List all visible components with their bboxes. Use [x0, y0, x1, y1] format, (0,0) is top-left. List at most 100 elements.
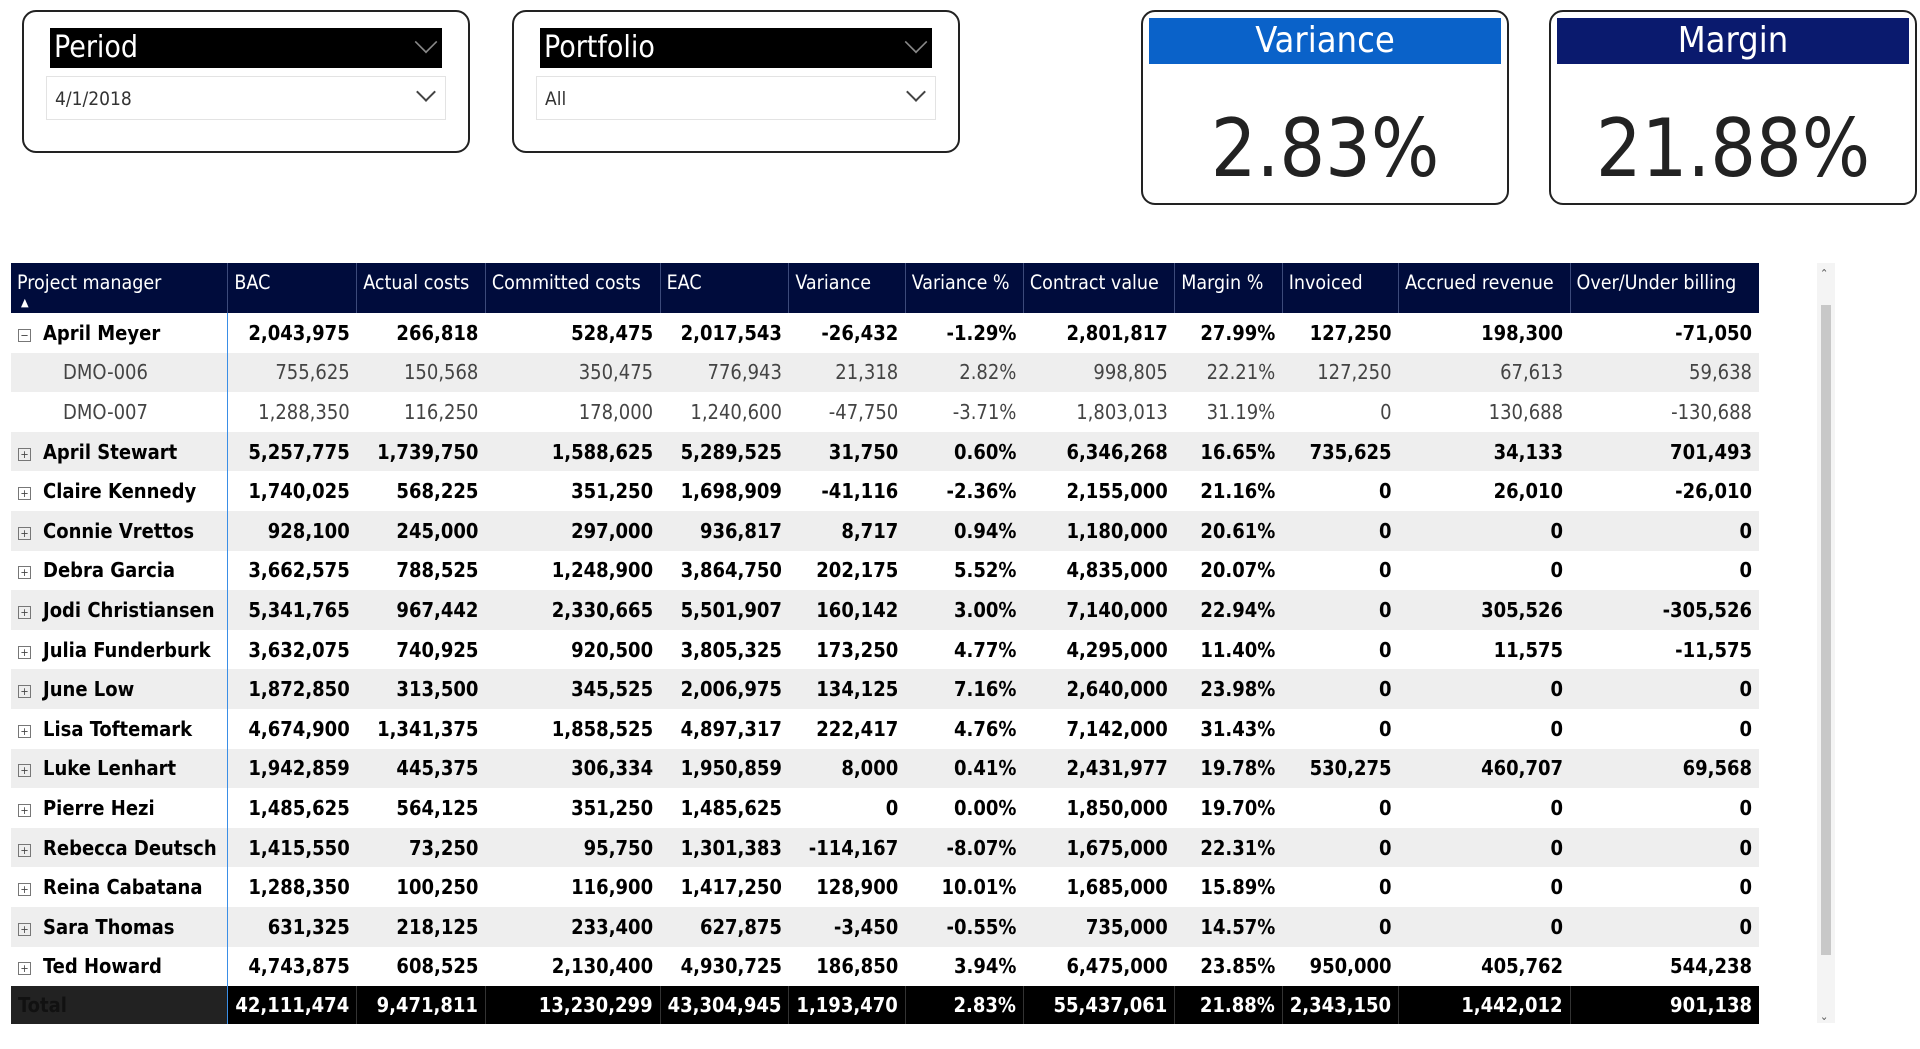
cell-text: -114,167	[808, 835, 899, 860]
row-label: + June Low	[11, 669, 229, 709]
table-cell: 735,625	[1282, 431, 1399, 472]
column-header[interactable]: Variance %	[904, 263, 1024, 313]
table-cell: 1,803,013	[1023, 392, 1174, 432]
cell-text: 1,180,000	[1066, 518, 1168, 543]
collapse-icon[interactable]: −	[18, 328, 31, 342]
table-cell: 1,850,000	[1023, 788, 1174, 828]
column-header[interactable]: Accrued revenue	[1398, 263, 1571, 313]
column-header[interactable]: BAC	[227, 263, 357, 313]
table-row: + Connie Vrettos 928,100 245,000 297,000 936,…	[11, 510, 1759, 551]
chevron-down-icon[interactable]	[414, 30, 438, 54]
table-cell: 26,010	[1399, 471, 1570, 511]
chevron-down-icon	[906, 82, 926, 102]
scroll-down-icon[interactable]: ⌄	[1820, 1010, 1829, 1023]
table-cell: 0	[1570, 510, 1759, 551]
cell-text: 22.21%	[1206, 360, 1276, 385]
cell-text: 186,850	[816, 954, 899, 979]
cell-text: Claire Kennedy	[43, 479, 197, 504]
cell-text: 2,330,665	[551, 597, 654, 622]
expand-icon[interactable]: +	[18, 645, 31, 659]
column-header[interactable]: Contract value	[1022, 263, 1175, 313]
table-cell: 23.98%	[1174, 669, 1283, 709]
cell-text: 2,155,000	[1066, 479, 1168, 504]
cell-text: 405,762	[1481, 954, 1564, 979]
cell-text: 1,341,375	[377, 716, 479, 741]
cell-text: DMO-006	[63, 360, 148, 385]
table-cell: 8,717	[788, 510, 906, 551]
table-cell: 20.07%	[1175, 551, 1283, 591]
cell-text: 21,318	[835, 360, 899, 385]
period-dropdown[interactable]: 4/1/2018	[46, 76, 446, 120]
table-cell: 3,632,075	[228, 630, 357, 670]
column-header[interactable]: EAC	[659, 263, 789, 313]
expand-icon[interactable]: +	[18, 843, 31, 857]
expand-icon[interactable]: +	[18, 566, 31, 580]
table-cell: 0	[1570, 788, 1759, 828]
portfolio-slicer-header[interactable]: Portfolio	[540, 28, 932, 68]
cell-text: 1,485,625	[680, 795, 782, 820]
column-header[interactable]: Invoiced	[1281, 263, 1399, 313]
cell-text: 0	[1379, 875, 1392, 900]
scrollbar-thumb[interactable]	[1821, 305, 1831, 955]
expand-icon[interactable]: +	[18, 962, 31, 976]
table-cell: 0	[789, 788, 905, 828]
total-cell: 13,230,299	[484, 986, 661, 1025]
table-cell: 4.76%	[905, 709, 1023, 749]
column-header[interactable]: Committed costs	[484, 263, 661, 313]
table-cell: 21.16%	[1175, 471, 1283, 511]
table-cell: -3.71%	[905, 392, 1023, 432]
cell-text: Sara Thomas	[43, 914, 175, 939]
expand-icon[interactable]: +	[18, 487, 31, 501]
cell-text: 0.94%	[953, 518, 1017, 543]
table-row: + Pierre Hezi 1,485,625 564,125 351,250 1,485…	[11, 788, 1759, 828]
expand-icon[interactable]: +	[18, 605, 31, 619]
column-header[interactable]: Variance	[788, 263, 906, 313]
table-cell: -3,450	[788, 906, 906, 947]
cell-text: 445,375	[396, 756, 479, 781]
table-cell: 0	[1570, 827, 1759, 868]
expand-icon[interactable]: +	[18, 447, 31, 461]
cell-text: 127,250	[1309, 320, 1392, 345]
expand-icon[interactable]: +	[18, 883, 31, 897]
table-cell: 631,325	[227, 906, 357, 947]
expand-icon[interactable]: +	[18, 922, 31, 936]
column-header[interactable]: Margin %	[1174, 263, 1283, 313]
scroll-up-icon[interactable]: ⌃	[1820, 267, 1829, 280]
table-cell: 755,625	[227, 352, 357, 393]
vertical-scrollbar[interactable]: ⌃ ⌄	[1817, 263, 1835, 1023]
period-slicer-header[interactable]: Period	[50, 28, 442, 68]
expand-icon[interactable]: +	[18, 764, 31, 778]
column-header[interactable]: Actual costs	[356, 263, 486, 313]
cell-text: -130,688	[1671, 399, 1752, 424]
cell-text: 4,897,317	[680, 716, 782, 741]
expand-icon[interactable]: +	[18, 803, 31, 817]
portfolio-slicer: Portfolio All	[512, 10, 960, 153]
cell-text: Pierre Hezi	[43, 795, 155, 820]
column-header[interactable]: Project manager ▲	[11, 263, 228, 313]
cell-text: 3,864,750	[680, 558, 782, 583]
column-header-label: Invoiced	[1288, 271, 1363, 294]
table-cell: 0	[1282, 788, 1398, 828]
cell-text: 4.77%	[953, 637, 1017, 662]
table-cell: 776,943	[660, 352, 789, 393]
table-cell: 186,850	[789, 947, 905, 987]
table-cell: 178,000	[485, 392, 660, 432]
cell-text: 2,043,975	[248, 320, 350, 345]
table-cell: -114,167	[788, 827, 906, 868]
cell-text: 218,125	[396, 914, 479, 939]
total-cell: 21.88%	[1174, 986, 1283, 1025]
cell-text: 1,248,900	[551, 558, 654, 583]
column-header-label: Committed costs	[491, 271, 641, 294]
cell-text: 31,750	[828, 439, 899, 464]
expand-icon[interactable]: +	[18, 685, 31, 699]
chevron-down-icon[interactable]	[904, 30, 928, 54]
table-cell: 27.99%	[1175, 313, 1283, 353]
cell-text: 0	[1379, 518, 1392, 543]
expand-icon[interactable]: +	[18, 526, 31, 540]
total-cell: 43,304,945	[659, 986, 789, 1025]
portfolio-dropdown[interactable]: All	[536, 76, 936, 120]
cell-text: 222,417	[816, 716, 899, 741]
column-header[interactable]: Over/Under billing	[1569, 263, 1759, 313]
expand-icon[interactable]: +	[18, 724, 31, 738]
table-cell: 67,613	[1398, 352, 1571, 393]
